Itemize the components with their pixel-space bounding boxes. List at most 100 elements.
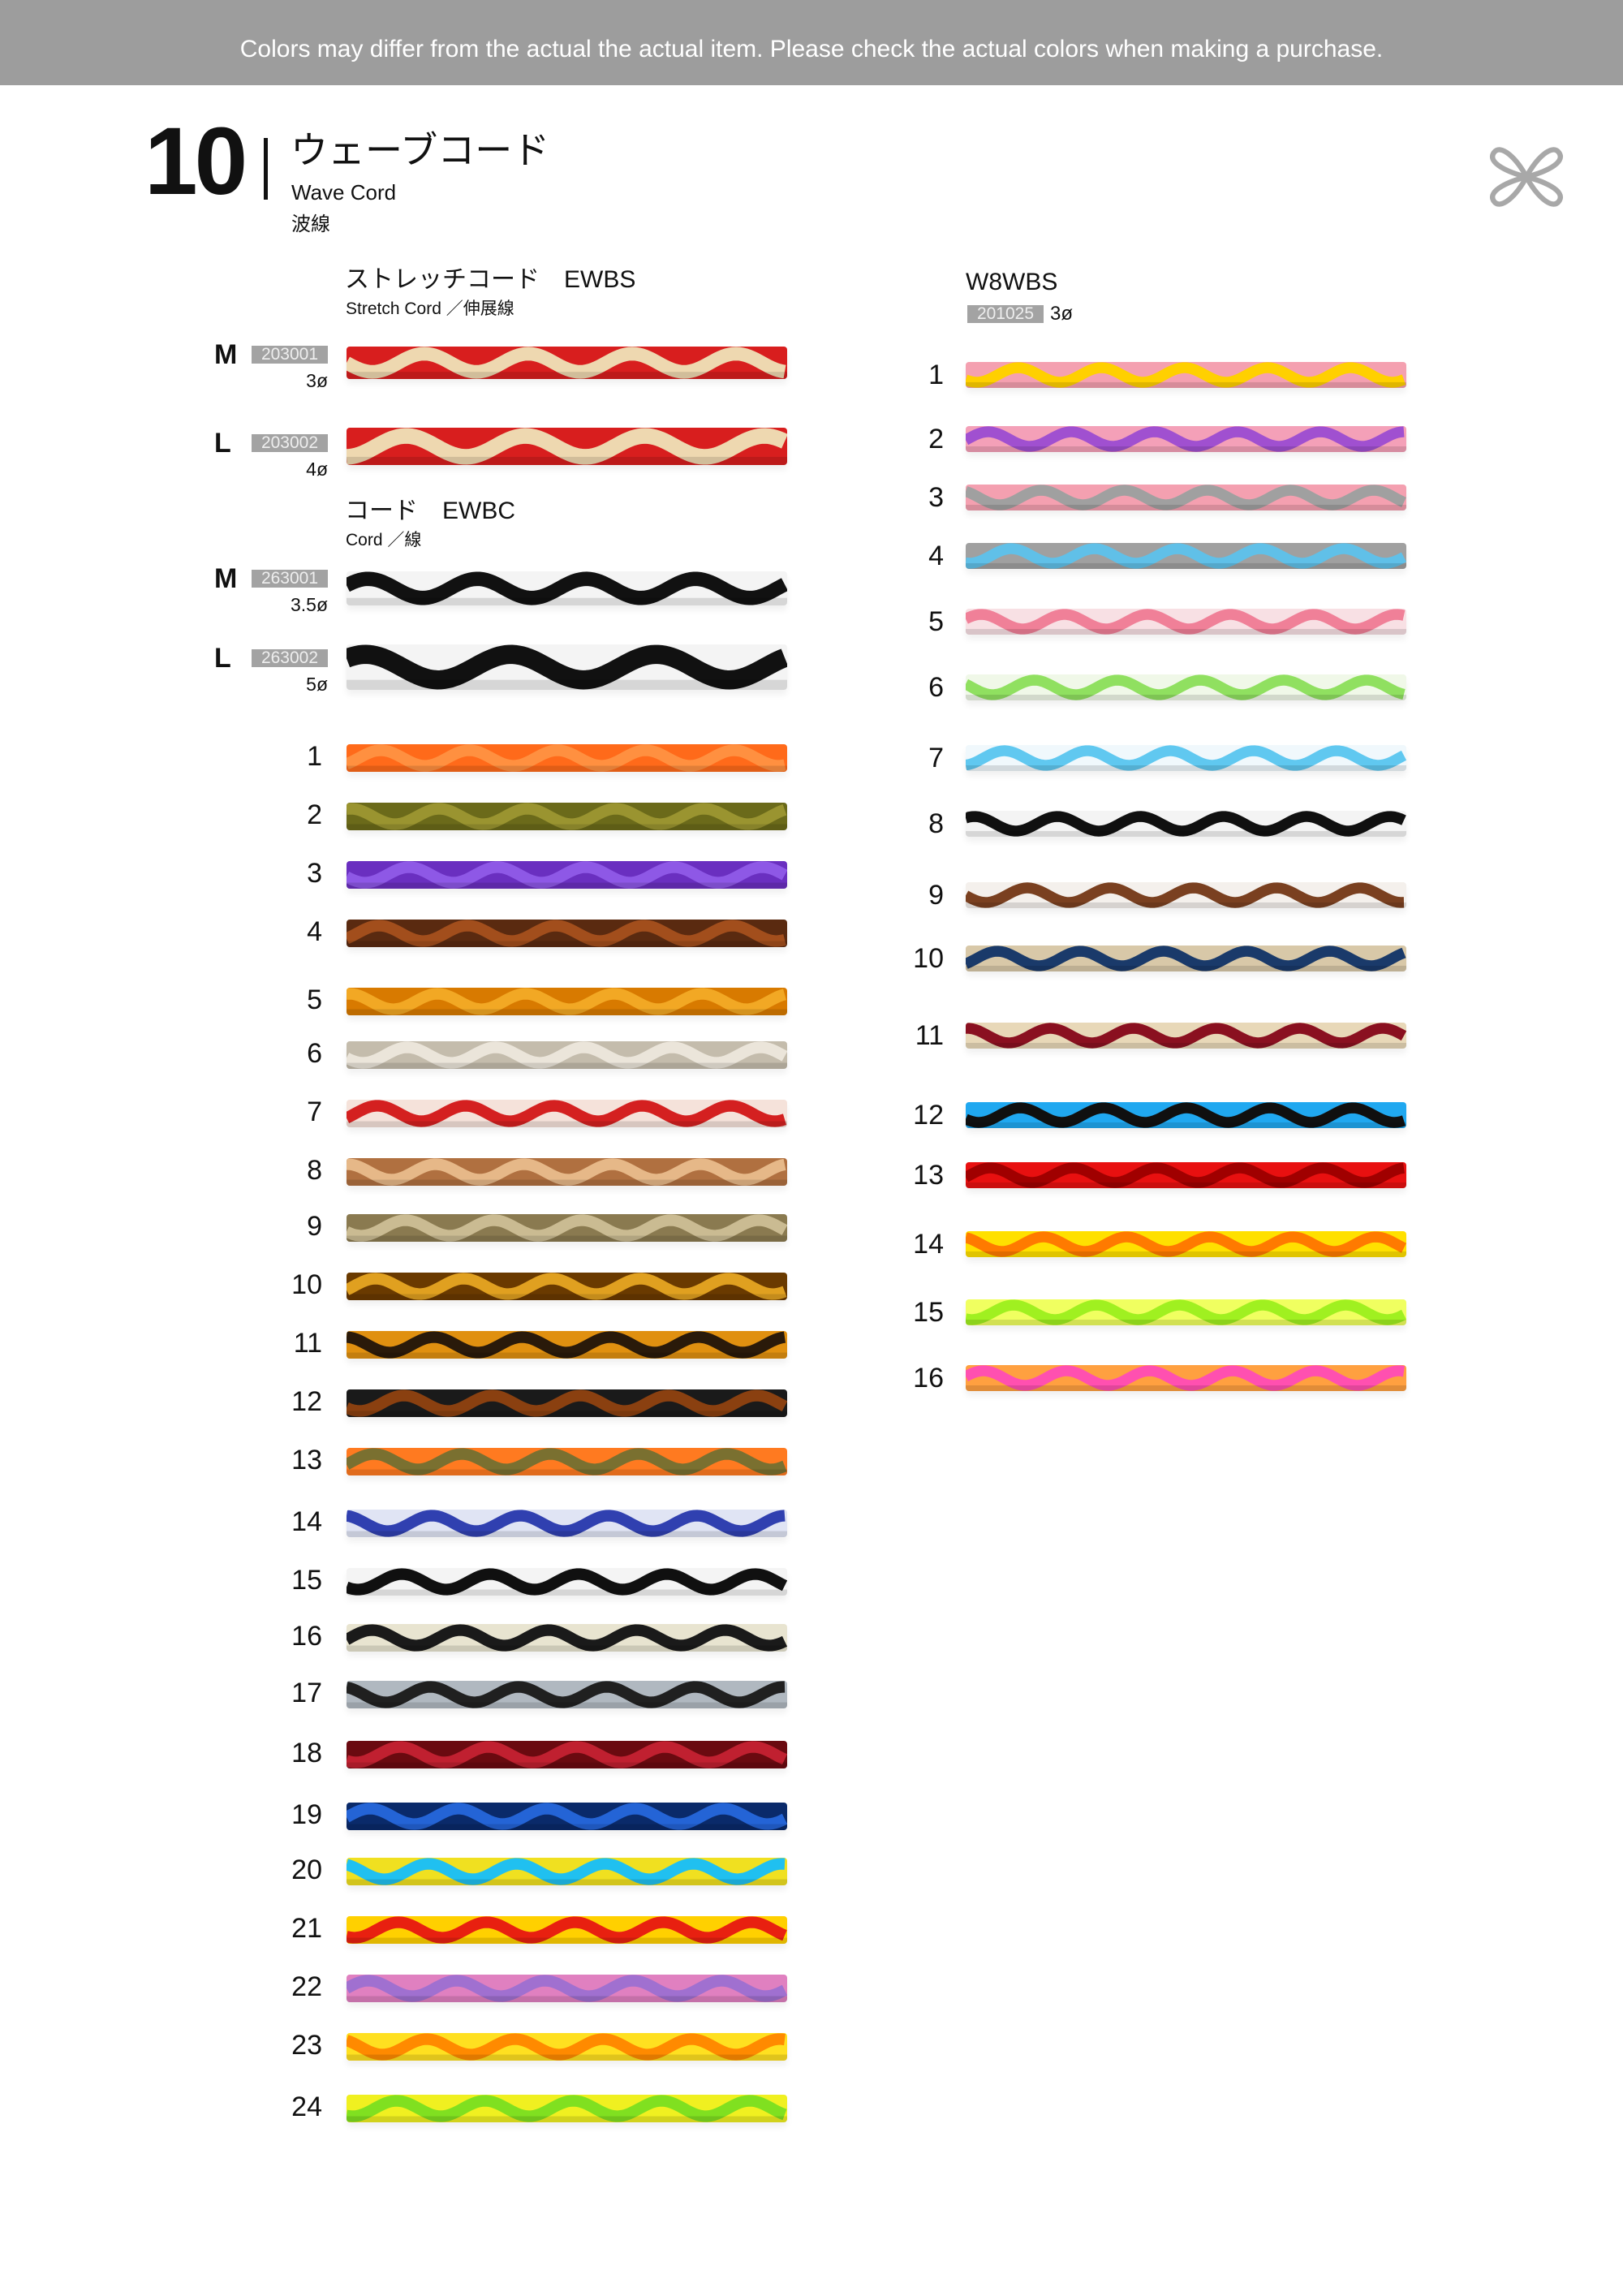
ewbc-color-swatch [347, 1624, 787, 1652]
w8wbs-color-swatch [966, 1365, 1406, 1391]
ewbc-code-badge: 263001 [252, 570, 328, 588]
ewbc-cord-swatch-M [347, 571, 787, 605]
w8wbs-color-swatch [966, 543, 1406, 569]
ewbc-color-number: 8 [307, 1155, 322, 1186]
ewbc-color-number: 3 [307, 858, 322, 889]
ewbc-color-number: 6 [307, 1038, 322, 1069]
ewbc-size-label: M [214, 563, 238, 594]
ewbc-color-number: 12 [291, 1386, 322, 1417]
ewbs-subheading: Stretch Cord ／伸展線 [346, 299, 514, 318]
ewbc-color-number: 7 [307, 1096, 322, 1127]
w8wbs-color-swatch [966, 426, 1406, 452]
ewbc-cord-swatch-L [347, 644, 787, 690]
ewbc-color-number: 22 [291, 1971, 322, 2002]
w8wbs-color-swatch [966, 674, 1406, 700]
w8wbs-color-swatch [966, 745, 1406, 771]
ewbs-cord-swatch-L [347, 428, 787, 465]
w8wbs-color-number: 11 [915, 1020, 944, 1051]
w8wbs-color-number: 3 [928, 482, 944, 513]
ewbc-color-swatch [347, 1100, 787, 1127]
ewbc-color-number: 4 [307, 916, 322, 947]
w8wbs-color-swatch [966, 362, 1406, 388]
w8wbs-color-number: 15 [913, 1297, 944, 1328]
knot-logo-icon [1490, 147, 1563, 207]
ewbs-code-badge: 203002 [252, 434, 328, 452]
ewbs-diameter: 3ø [306, 370, 328, 391]
ewbc-color-number: 17 [291, 1678, 322, 1708]
w8wbs-color-swatch [966, 485, 1406, 510]
ewbs-size-label: M [214, 339, 238, 370]
ewbc-color-swatch [347, 1916, 787, 1944]
ewbs-cord-swatch-M [347, 347, 787, 379]
w8wbs-color-number: 2 [928, 424, 944, 454]
chapter-number: 10 [144, 108, 248, 215]
w8wbs-color-number: 14 [913, 1229, 944, 1260]
ewbs-diameter: 4ø [306, 459, 328, 480]
ewbc-color-swatch [347, 1448, 787, 1475]
w8wbs-color-swatch [966, 1231, 1406, 1257]
w8wbs-color-number: 7 [928, 743, 944, 773]
w8wbs-heading: W8WBS [966, 269, 1058, 295]
w8wbs-color-swatch [966, 946, 1406, 971]
w8wbs-color-number: 10 [913, 943, 944, 974]
ewbc-color-swatch [347, 1273, 787, 1300]
w8wbs-color-swatch [966, 609, 1406, 635]
ewbc-color-swatch [347, 2095, 787, 2122]
ewbc-color-swatch [347, 1510, 787, 1537]
ewbc-color-number: 20 [291, 1854, 322, 1885]
ewbc-color-swatch [347, 1975, 787, 2002]
ewbc-color-swatch [347, 1389, 787, 1417]
w8wbs-color-swatch [966, 1162, 1406, 1188]
ewbc-color-number: 1 [307, 741, 322, 772]
w8wbs-color-number: 4 [928, 541, 944, 571]
ewbc-color-number: 15 [291, 1565, 322, 1596]
ewbs-code-badge: 203001 [252, 346, 328, 364]
ewbc-color-swatch [347, 803, 787, 830]
ewbc-color-swatch [347, 1158, 787, 1186]
page-title-en: Wave Cord [291, 180, 397, 205]
ewbc-color-number: 2 [307, 799, 322, 830]
w8wbs-color-swatch [966, 811, 1406, 837]
w8wbs-color-number: 16 [913, 1363, 944, 1394]
ewbc-size-label: L [214, 643, 231, 674]
ewbc-diameter: 5ø [306, 674, 328, 695]
ewbc-color-swatch [347, 920, 787, 947]
ewbc-color-number: 9 [307, 1211, 322, 1242]
ewbc-color-swatch [347, 1741, 787, 1768]
color-disclaimer-banner: Colors may differ from the actual the ac… [0, 0, 1623, 85]
w8wbs-color-swatch [966, 882, 1406, 908]
w8wbs-diameter: 3ø [1050, 303, 1074, 325]
ewbc-color-number: 13 [291, 1445, 322, 1475]
ewbc-color-swatch [347, 1681, 787, 1708]
w8wbs-color-number: 8 [928, 808, 944, 839]
w8wbs-color-swatch [966, 1023, 1406, 1049]
ewbc-subheading: Cord ／線 [346, 531, 422, 549]
w8wbs-color-number: 13 [913, 1160, 944, 1191]
title-divider [264, 138, 268, 200]
ewbc-diameter: 3.5ø [290, 594, 328, 615]
ewbc-color-number: 19 [291, 1799, 322, 1830]
ewbc-color-swatch [347, 1803, 787, 1830]
ewbc-color-swatch [347, 1568, 787, 1596]
w8wbs-color-swatch [966, 1299, 1406, 1325]
ewbc-color-number: 23 [291, 2030, 322, 2061]
ewbc-color-swatch [347, 1858, 787, 1885]
ewbc-color-number: 11 [293, 1328, 322, 1359]
w8wbs-color-swatch [966, 1102, 1406, 1128]
ewbc-color-number: 5 [307, 984, 322, 1015]
page-title-ja: ウェーブコード [291, 129, 550, 171]
ewbc-color-number: 18 [291, 1738, 322, 1768]
w8wbs-color-number: 6 [928, 672, 944, 703]
w8wbs-color-number: 1 [928, 360, 944, 390]
ewbc-color-swatch [347, 1041, 787, 1069]
ewbc-color-number: 14 [291, 1506, 322, 1537]
ewbs-size-label: L [214, 428, 231, 459]
ewbc-color-number: 10 [291, 1269, 322, 1300]
page-title-zh: 波線 [291, 213, 330, 235]
ewbc-color-swatch [347, 1214, 787, 1242]
w8wbs-color-number: 5 [928, 606, 944, 637]
ewbs-heading: ストレッチコード EWBS [345, 266, 636, 293]
w8wbs-color-number: 12 [913, 1100, 944, 1131]
ewbc-heading: コード EWBC [345, 498, 515, 524]
ewbc-color-number: 24 [291, 2091, 322, 2122]
